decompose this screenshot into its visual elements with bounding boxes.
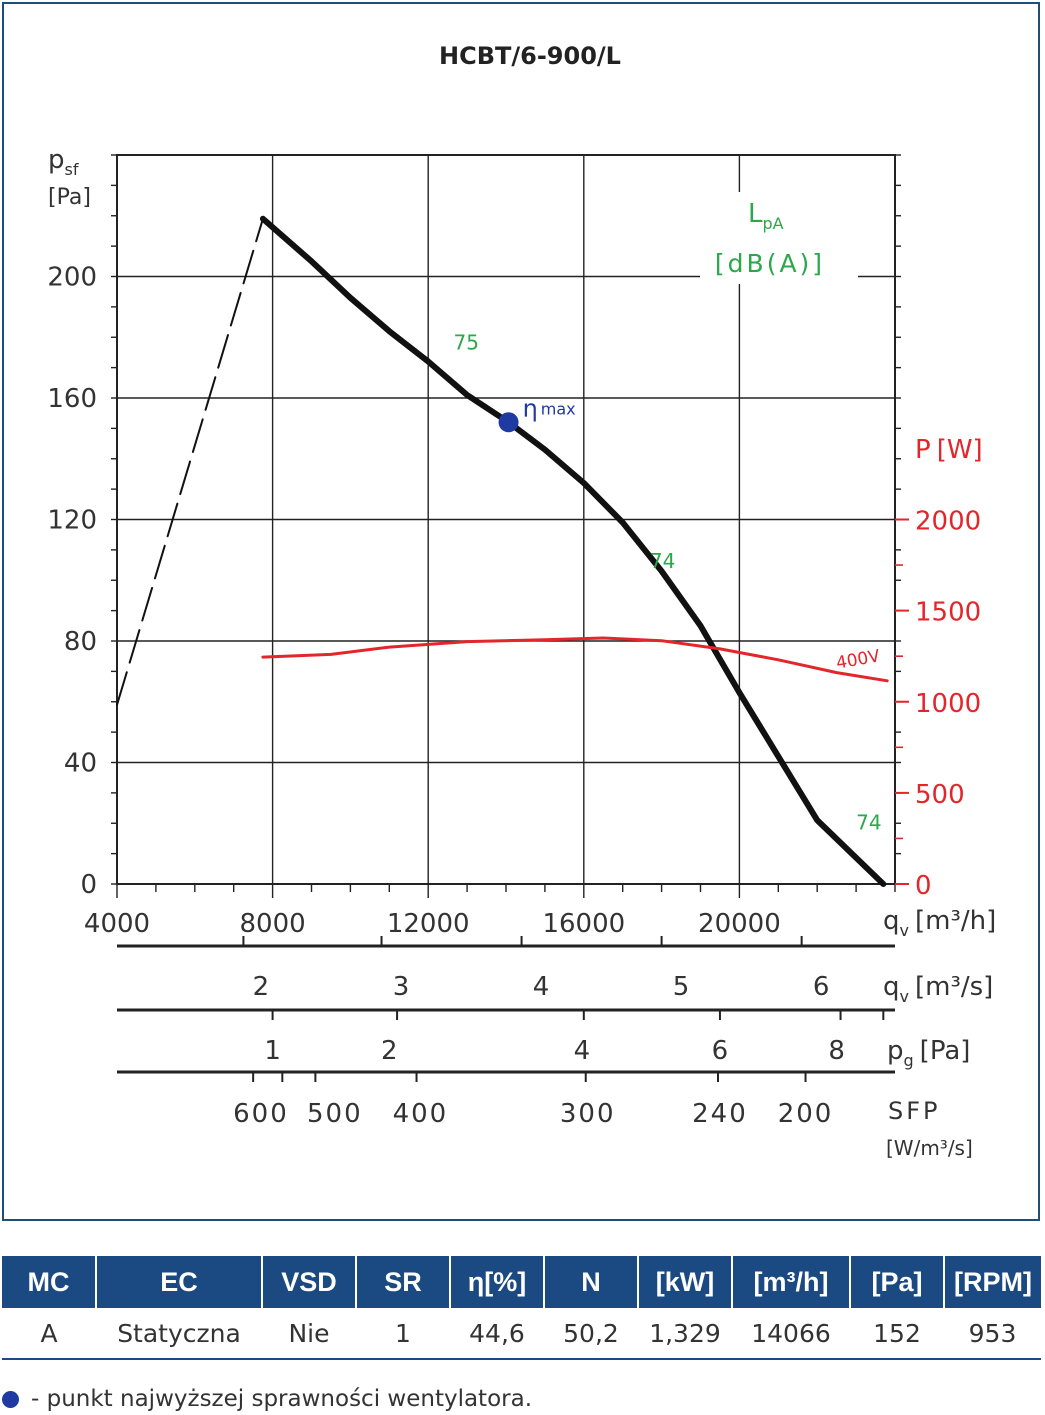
noise-label: LpA [748,199,784,233]
cell-ec: Statyczna [96,1308,262,1360]
header-mc: MC [2,1256,96,1308]
sfp-label: SFP [888,1097,941,1125]
header-rpm: [RPM] [943,1256,1041,1308]
table-header-row: MC EC VSD SR η[%] N [kW] [m³/h] [Pa] [RP… [2,1256,1041,1308]
header-power: [kW] [637,1256,732,1308]
header-n: N [543,1256,638,1308]
scale-label: 6 [813,972,830,1002]
bep-label: η max [523,394,576,422]
scale-label: 5 [673,972,690,1002]
series-pressure-unstable [116,217,264,706]
scale-label: 500 [307,1099,363,1129]
spec-table: MC EC VSD SR η[%] N [kW] [m³/h] [Pa] [RP… [2,1256,1041,1360]
y2-axis-label: P [W] [915,435,983,465]
y-tick-label: 160 [47,384,97,414]
header-pressure: [Pa] [849,1256,944,1308]
cell-flow: 14066 [732,1308,850,1360]
sfp-unit: [W/m³/s] [886,1136,973,1160]
pg-label: pg [Pa] [887,1036,970,1070]
scale-label: 8 [828,1036,845,1066]
x-tick-label: 16000 [542,909,625,939]
noise-value-label: 74 [650,549,675,573]
legend-note: - punkt najwyższej sprawności wentylator… [2,1384,532,1414]
header-efficiency: η[%] [449,1256,544,1308]
y-tick-label: 0 [80,870,97,900]
chart-frame [2,2,1040,1221]
bep-marker-icon [2,1390,19,1408]
cell-efficiency: 44,6 [450,1308,544,1360]
x-tick-label: 20000 [698,909,781,939]
noise-value-label: 75 [453,330,478,354]
y-tick-label: 200 [47,263,97,293]
y2-tick-label: 500 [915,780,965,810]
cell-sr: 1 [356,1308,450,1360]
scale-label: 240 [692,1099,748,1129]
cell-vsd: Nie [262,1308,356,1360]
scale-label: 600 [233,1099,289,1129]
y2-tick-label: 1500 [915,598,981,628]
series-400V [261,636,889,683]
x-axis-label: qv [m³/h] [883,906,996,940]
chart-title: HCBT/6-900/L [439,42,621,70]
y-tick-label: 120 [47,506,97,536]
header-vsd: VSD [261,1256,356,1308]
scale-label: 300 [560,1099,616,1129]
header-flow: [m³/h] [731,1256,850,1308]
header-ec: EC [95,1256,262,1308]
scale-label: 200 [778,1099,834,1129]
series-label: 400V [835,646,882,673]
x-tick-label: 12000 [387,909,470,939]
scale-label: 2 [253,972,270,1002]
cell-n: 50,2 [544,1308,638,1360]
y-tick-label: 80 [64,627,97,657]
cell-mc: A [2,1308,96,1360]
y-axis-label: psf [48,145,79,179]
qv-m3s-label: qv [m³/s] [883,972,993,1006]
y2-tick-label: 0 [915,871,932,901]
legend-note-text: - punkt najwyższej sprawności wentylator… [31,1386,533,1412]
series-pressure [259,215,887,887]
y-tick-label: 40 [64,749,97,779]
scale-label: 4 [574,1036,591,1066]
scale-label: 3 [393,972,410,1002]
scale-label: 6 [712,1036,729,1066]
noise-legend-box [700,192,858,284]
cell-pressure: 152 [850,1308,944,1360]
header-sr: SR [355,1256,450,1308]
cell-power: 1,329 [638,1308,732,1360]
y2-tick-label: 2000 [915,507,981,537]
scale-label: 4 [533,972,550,1002]
noise-unit: [dB(A)] [715,249,825,278]
bep-marker [498,412,519,433]
table-row: A Statyczna Nie 1 44,6 50,2 1,329 14066 … [2,1308,1041,1360]
y-axis-unit: [Pa] [48,185,91,210]
noise-value-label: 74 [856,810,881,834]
x-tick-label: 8000 [240,909,306,939]
scale-label: 2 [381,1036,398,1066]
y2-tick-label: 1000 [915,689,981,719]
cell-rpm: 953 [944,1308,1041,1360]
scale-label: 1 [264,1036,281,1066]
scale-label: 400 [393,1099,449,1129]
x-tick-label: 4000 [84,909,150,939]
